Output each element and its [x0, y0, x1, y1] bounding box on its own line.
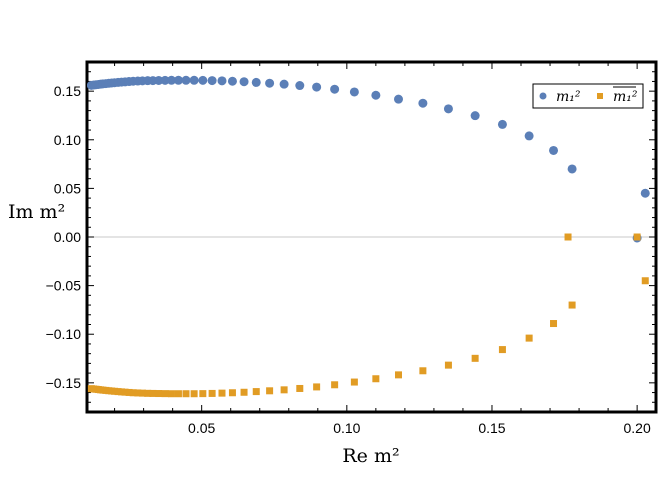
legend-marker-series-1: [539, 92, 547, 100]
x-tick-label: 0.15: [478, 420, 505, 436]
y-tick-label: −0.05: [46, 278, 82, 294]
series-1-point: [497, 119, 507, 129]
series-1-point: [549, 145, 559, 155]
legend-marker-series-2: [597, 93, 603, 99]
series-1-point: [265, 78, 275, 88]
series-2-point: [138, 389, 146, 397]
y-tick-label: 0.10: [54, 132, 81, 148]
series-2-point: [498, 346, 506, 354]
series-1-point: [227, 76, 237, 86]
series-2-point: [240, 388, 248, 396]
series-2-point: [199, 390, 207, 398]
series-1-point: [181, 75, 191, 85]
series-2-point: [174, 390, 182, 398]
series-2-point: [471, 354, 479, 362]
series-2-point: [266, 387, 274, 395]
series-1-point: [217, 76, 227, 86]
legend-label-series-1: m₁²: [556, 89, 581, 105]
series-2-point: [252, 388, 260, 396]
series-1-point: [160, 75, 170, 85]
series-2-point: [313, 383, 321, 391]
x-axis-label-text: Re m²: [342, 445, 399, 467]
series-1-point: [470, 111, 480, 121]
series-1-point: [189, 75, 199, 85]
series-2-point: [182, 390, 190, 398]
series-1-point: [295, 81, 305, 91]
series-2-point: [134, 389, 142, 397]
series-2-point: [331, 381, 339, 389]
series-2-point: [208, 389, 216, 397]
series-2-point: [228, 389, 236, 397]
series-2-point: [641, 277, 649, 285]
series-1-point: [393, 94, 403, 104]
y-tick-label: −0.15: [46, 375, 82, 391]
x-axis-label: Re m²: [342, 445, 399, 467]
series-2-point: [633, 233, 641, 241]
series-1-point: [418, 98, 428, 108]
legend: m₁² m₁²: [532, 83, 644, 109]
series-2-point: [350, 378, 358, 386]
series-1-point: [251, 77, 261, 87]
series-1-point: [173, 75, 183, 85]
y-tick-label: 0.00: [54, 229, 81, 245]
series-2-point: [149, 389, 157, 397]
series-1-point: [330, 84, 340, 94]
series-2-point: [280, 386, 288, 394]
series-1-point: [443, 104, 453, 114]
series-2-point: [394, 371, 402, 379]
series-2-point: [550, 320, 558, 328]
data-points: [87, 75, 650, 398]
y-tick-label: 0.15: [54, 83, 81, 99]
axis-ticks: [87, 62, 656, 412]
series-2-point: [121, 388, 129, 396]
series-1-point: [239, 77, 249, 87]
series-2-point: [525, 334, 533, 342]
x-tick-label: 0.10: [333, 420, 360, 436]
series-1-point: [312, 82, 322, 92]
series-1-point: [524, 131, 534, 141]
series-2-point: [144, 389, 152, 397]
series-1-point: [207, 76, 217, 86]
series-1-point: [166, 75, 176, 85]
series-2-point: [190, 390, 198, 398]
series-1-point: [198, 75, 208, 85]
series-1-point: [371, 90, 381, 100]
x-tick-label: 0.20: [624, 420, 651, 436]
y-axis-label: Im m²: [8, 201, 65, 223]
series-1-point: [154, 75, 164, 85]
series-1-point: [349, 87, 359, 97]
y-axis-label-text: Im m²: [8, 201, 65, 223]
series-2-point: [218, 389, 226, 397]
series-2-point: [125, 388, 133, 396]
y-tick-label: −0.10: [46, 326, 82, 342]
series-2-point: [161, 390, 169, 398]
x-tick-label: 0.05: [188, 420, 215, 436]
series-2-point: [568, 301, 576, 309]
series-2-point: [444, 361, 452, 369]
series-2-point: [296, 384, 304, 392]
axis-tick-labels: 0.05 0.10 0.15 0.20 0.15 0.10 0.05 0.00 −0.05 −0.…: [46, 83, 651, 436]
series-1-point: [640, 188, 650, 198]
series-1-point: [279, 79, 289, 89]
legend-label-series-2: m₁²: [613, 89, 638, 105]
series-2-point: [129, 389, 137, 397]
y-tick-label: 0.05: [54, 180, 81, 196]
series-2-point: [372, 375, 380, 383]
series-2-point: [419, 367, 427, 375]
series-1-point: [567, 164, 577, 174]
series-2-point: [167, 390, 175, 398]
series-2-point: [155, 390, 163, 398]
legend-box: [532, 83, 644, 109]
series-2-point: [564, 233, 572, 241]
